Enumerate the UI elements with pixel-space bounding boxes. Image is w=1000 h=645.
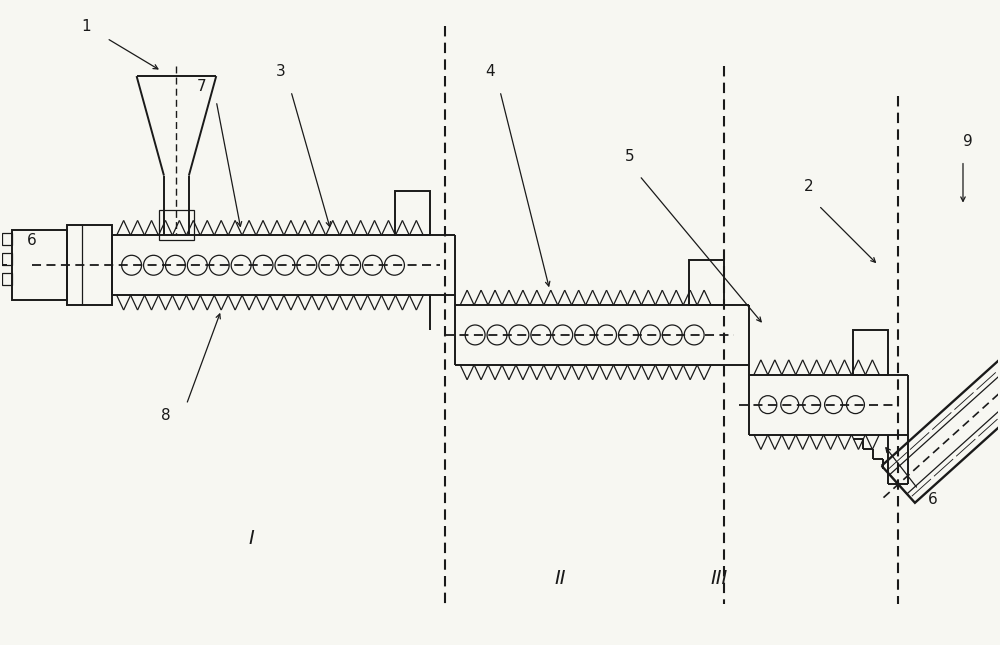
Bar [2,273,12,285]
Text: I: I [248,529,254,548]
Text: III: III [710,569,728,588]
Text: 2: 2 [804,179,813,194]
Text: 6: 6 [928,492,938,507]
Text: 5: 5 [624,149,634,164]
Bar [2,233,12,245]
Text: 3: 3 [276,64,286,79]
Bar [159,210,194,241]
Text: 6: 6 [27,233,37,248]
Bar [67,225,112,305]
Text: 9: 9 [963,134,973,149]
Text: II: II [554,569,565,588]
Bar [395,190,430,235]
Text: 7: 7 [196,79,206,94]
Bar [853,330,888,375]
Bar [12,230,67,300]
Bar [689,261,724,305]
Text: 8: 8 [161,408,171,422]
Bar [2,253,12,265]
Text: 1: 1 [82,19,91,34]
Text: 4: 4 [485,64,495,79]
